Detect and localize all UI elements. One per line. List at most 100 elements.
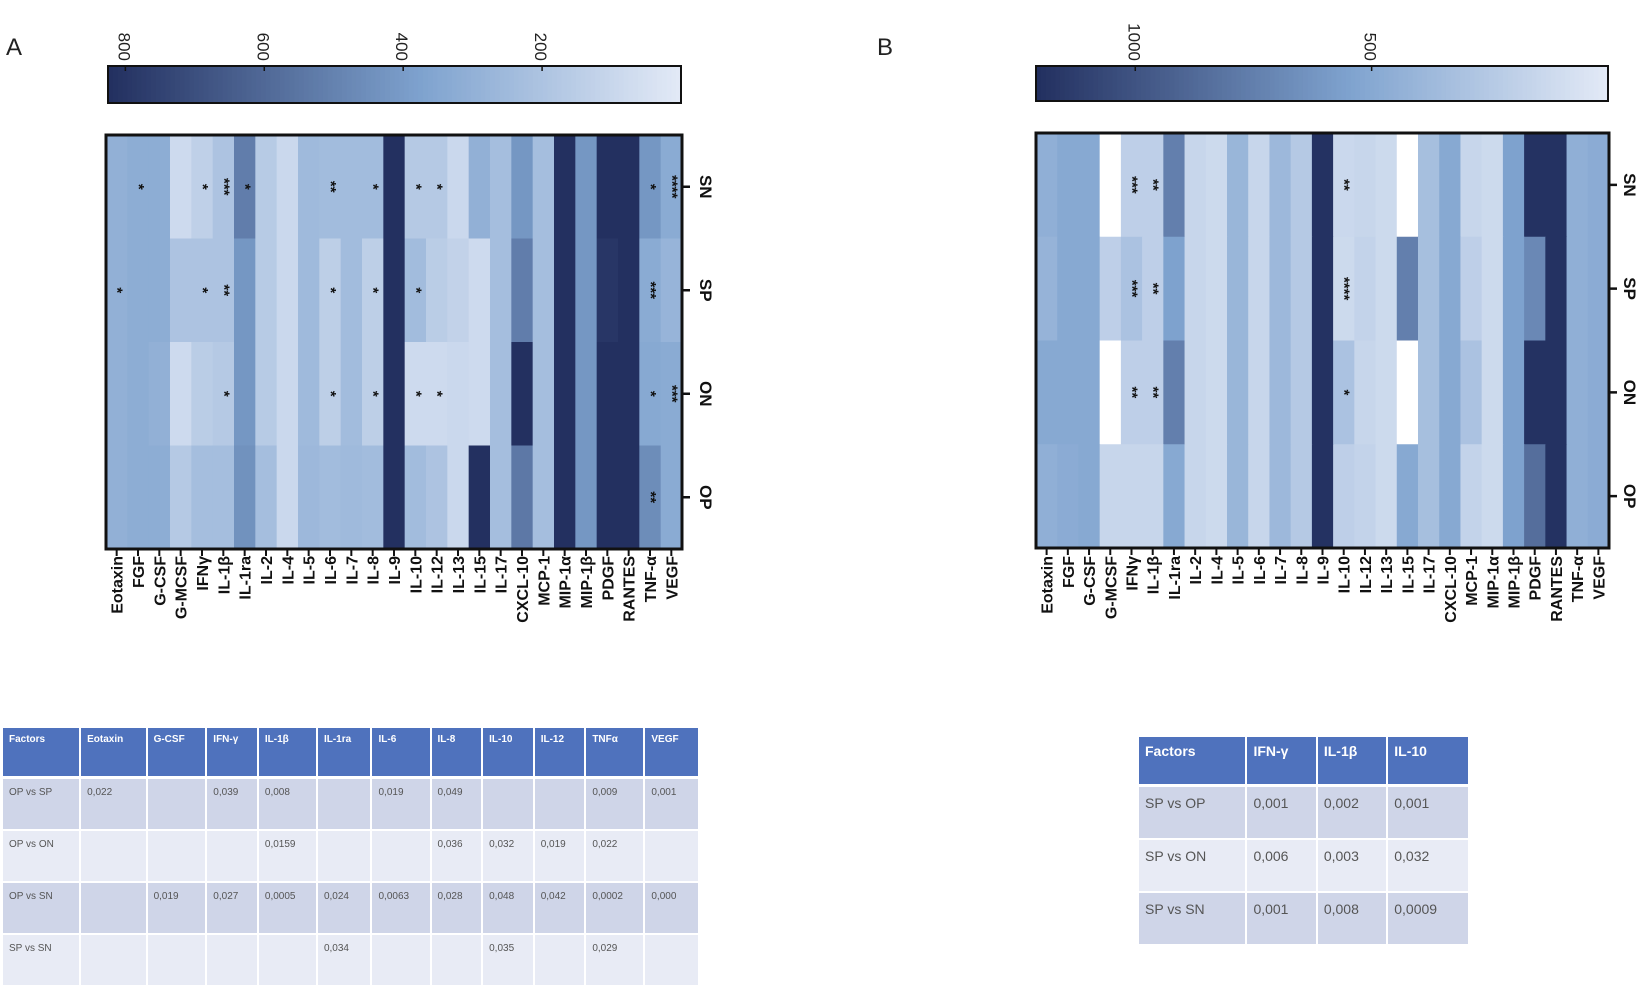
colorbar-slice bbox=[509, 66, 515, 103]
heatmap-cell bbox=[1163, 340, 1186, 445]
colorbar-slice bbox=[1493, 66, 1499, 101]
heatmap-cell bbox=[298, 342, 320, 446]
heatmap-cell bbox=[1269, 133, 1292, 238]
heatmap-cell bbox=[1545, 133, 1568, 238]
significance-mark: *** bbox=[1124, 176, 1141, 194]
heatmap-cell bbox=[490, 342, 512, 446]
heatmap-cell bbox=[1269, 340, 1292, 445]
table-header-cell: IL-1β bbox=[1317, 737, 1387, 787]
significance-mark: ** bbox=[642, 491, 659, 503]
colorbar-slice bbox=[1441, 66, 1447, 101]
heatmap-cell bbox=[319, 445, 342, 550]
table-header-cell: Factors bbox=[3, 728, 80, 779]
colorbar-slice bbox=[1307, 66, 1314, 101]
column-label: IL-1β bbox=[1146, 556, 1163, 594]
column-label: IL-9 bbox=[387, 556, 404, 585]
column-label: IL-12 bbox=[1358, 556, 1375, 593]
heatmap-cell bbox=[1354, 340, 1377, 445]
column-label: IL-8 bbox=[1294, 556, 1311, 585]
heatmap-cell bbox=[639, 445, 662, 550]
heatmap-cell bbox=[660, 135, 683, 239]
column-label: IFNγ bbox=[1125, 556, 1142, 591]
colorbar-slice bbox=[1588, 66, 1595, 101]
colorbar-slice bbox=[375, 66, 381, 103]
table-cell: 0,019 bbox=[147, 883, 206, 935]
colorbar-slice bbox=[365, 66, 372, 103]
table-cell: 0,002 bbox=[1317, 787, 1387, 840]
colorbar-slice bbox=[623, 66, 630, 103]
colorbar-slice bbox=[1379, 66, 1385, 101]
heatmap-cell bbox=[447, 238, 470, 343]
heatmap-cell bbox=[1078, 236, 1101, 341]
colorbar-slice bbox=[1221, 66, 1228, 101]
significance-mark: * bbox=[642, 184, 659, 190]
heatmap-cell bbox=[276, 135, 299, 239]
colorbar-slice bbox=[1498, 66, 1504, 101]
significance-mark: * bbox=[109, 287, 126, 293]
significance-mark: * bbox=[365, 391, 382, 397]
table-cell: 0,039 bbox=[207, 779, 257, 831]
heatmap-cell bbox=[447, 135, 470, 239]
colorbar-slice bbox=[1331, 66, 1337, 101]
heatmap-cell bbox=[1078, 340, 1101, 445]
colorbar-slice bbox=[236, 66, 243, 103]
colorbar-slice bbox=[351, 66, 357, 103]
colorbar-slice bbox=[599, 66, 606, 103]
colorbar-slice bbox=[1179, 66, 1185, 101]
table-cell: 0,049 bbox=[431, 779, 482, 831]
significance-mark: ** bbox=[1124, 387, 1141, 399]
significance-mark: * bbox=[215, 391, 232, 397]
colorbar-slice bbox=[1374, 66, 1380, 101]
colorbar-slice bbox=[1326, 66, 1333, 101]
colorbar-slice bbox=[537, 66, 544, 103]
colorbar-slice bbox=[647, 66, 653, 103]
heatmap-cell bbox=[1311, 236, 1334, 341]
table-cell: 0,019 bbox=[372, 779, 430, 831]
colorbar-slice bbox=[332, 66, 338, 103]
heatmap-cell bbox=[1375, 133, 1398, 238]
heatmap-cell bbox=[660, 238, 683, 343]
heatmap-cell bbox=[234, 445, 256, 550]
colorbar-slice bbox=[1250, 66, 1256, 101]
heatmap-cell bbox=[362, 238, 384, 343]
colorbar-slice bbox=[561, 66, 567, 103]
table-cell: OP vs SN bbox=[3, 883, 80, 935]
colorbar-slice bbox=[1388, 66, 1395, 101]
heatmap-cell bbox=[426, 238, 448, 343]
heatmap-cell bbox=[1333, 236, 1355, 341]
colorbar-tick-label: 1000 bbox=[1124, 23, 1143, 61]
significance-mark: ** bbox=[1145, 283, 1162, 295]
heatmap-cell bbox=[1502, 444, 1525, 549]
colorbar-slice bbox=[1565, 66, 1571, 101]
heatmap-cell bbox=[319, 135, 342, 239]
column-label: IL-5 bbox=[302, 556, 319, 585]
heatmap-cell bbox=[1142, 444, 1164, 549]
heatmap-cell bbox=[383, 445, 406, 550]
colorbar-slice bbox=[1579, 66, 1585, 101]
colorbar-slice bbox=[193, 66, 200, 103]
colorbar-slice bbox=[661, 66, 668, 103]
column-label: IL-17 bbox=[494, 556, 511, 593]
table-header-cell: IL-1ra bbox=[317, 728, 371, 779]
colorbar-slice bbox=[1298, 66, 1304, 101]
column-label: IL-8 bbox=[366, 556, 383, 585]
colorbar-slice bbox=[160, 66, 166, 103]
heatmap-cell bbox=[1227, 133, 1249, 238]
column-label: MCP-1 bbox=[536, 556, 553, 606]
table-cell: 0,008 bbox=[258, 779, 316, 831]
column-label: PDGF bbox=[1528, 556, 1545, 601]
colorbar-slice bbox=[404, 66, 410, 103]
heatmap-cell bbox=[212, 135, 235, 239]
column-label: IL-9 bbox=[1316, 556, 1333, 585]
heatmap-cell bbox=[639, 342, 662, 446]
table-cell bbox=[317, 831, 371, 883]
heatmap-cell bbox=[554, 238, 576, 343]
heatmap-cell bbox=[1545, 340, 1568, 445]
colorbar-slice bbox=[532, 66, 539, 103]
colorbar-slice bbox=[1293, 66, 1299, 101]
heatmap-a: 800 600 400 200** ********* *****************… bbox=[104, 33, 715, 623]
heatmap-cell bbox=[1311, 340, 1334, 445]
colorbar-slice bbox=[384, 66, 391, 103]
heatmap-cell bbox=[596, 342, 619, 446]
colorbar-slice bbox=[208, 66, 214, 103]
